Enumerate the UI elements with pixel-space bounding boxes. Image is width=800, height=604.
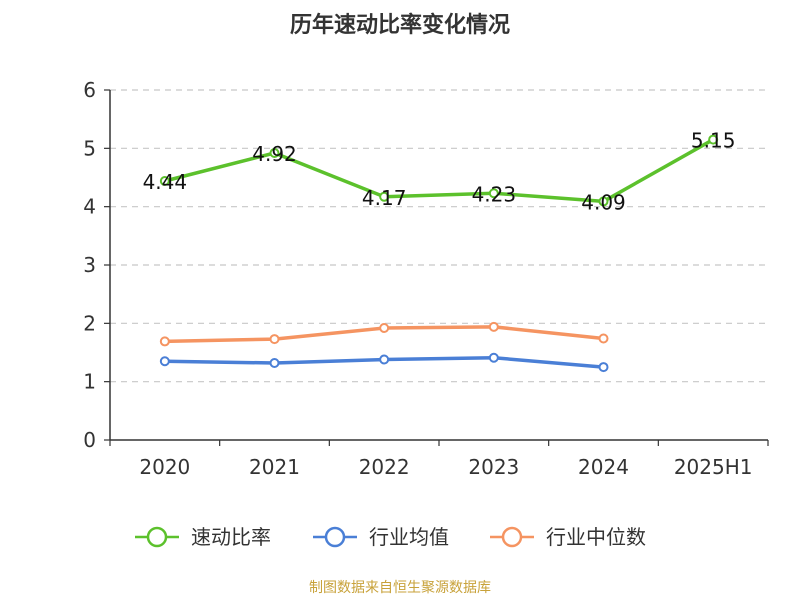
x-tick-label: 2021 [249, 455, 300, 479]
source-note: 制图数据来自恒生聚源数据库 [309, 580, 491, 596]
legend-marker [501, 526, 523, 548]
chart-title: 历年速动比率变化情况 [290, 12, 510, 38]
data-point [598, 333, 609, 344]
x-tick-label: 2024 [578, 455, 629, 479]
legend-label: 速动比率 [191, 525, 271, 549]
data-label: 4.09 [581, 190, 626, 214]
data-point [379, 323, 390, 333]
legend-label: 行业中位数 [546, 525, 646, 549]
data-label: 4.17 [362, 186, 407, 210]
data-point [708, 134, 719, 145]
data-point [159, 336, 170, 347]
data-point [159, 356, 170, 367]
axis-layer: 0 1 2 3 4 5 6 2020 2021 2022 2023 2024 2025H1 [83, 78, 769, 479]
y-tick-label: 6 [83, 78, 96, 102]
data-point [269, 148, 280, 158]
data-point [159, 176, 170, 186]
legend-label: 行业均值 [369, 525, 449, 549]
legend-marker [324, 526, 346, 548]
data-point [269, 334, 280, 345]
series-line [163, 137, 715, 204]
y-tick-label: 1 [83, 370, 96, 394]
legend: 速动比率 行业均值 行业中位数 [135, 525, 646, 549]
data-point [379, 354, 390, 365]
series-layer [159, 134, 719, 373]
data-point [598, 362, 609, 373]
x-tick-label: 2023 [468, 455, 519, 479]
data-label-layer: 4.44 4.92 4.17 4.23 4.09 5.15 [143, 129, 736, 215]
data-label: 4.44 [143, 170, 188, 194]
data-point [488, 188, 499, 199]
x-tick-label: 2022 [359, 455, 410, 479]
y-tick-label: 3 [83, 253, 96, 277]
y-tick-label: 2 [83, 311, 96, 335]
data-label: 4.23 [472, 182, 517, 206]
data-point [488, 321, 499, 332]
data-point [598, 196, 609, 207]
x-tick-label: 2020 [139, 455, 190, 479]
data-label: 5.15 [691, 129, 736, 153]
y-tick-label: 0 [83, 428, 96, 452]
y-tick-label: 4 [83, 195, 96, 219]
data-point [269, 358, 280, 368]
data-label: 4.92 [252, 142, 297, 166]
data-point [379, 191, 390, 202]
y-tick-label: 5 [83, 136, 96, 160]
legend-marker [146, 526, 168, 548]
data-point [488, 352, 499, 363]
x-tick-label: 2025H1 [674, 455, 753, 479]
grid-layer [110, 89, 768, 383]
